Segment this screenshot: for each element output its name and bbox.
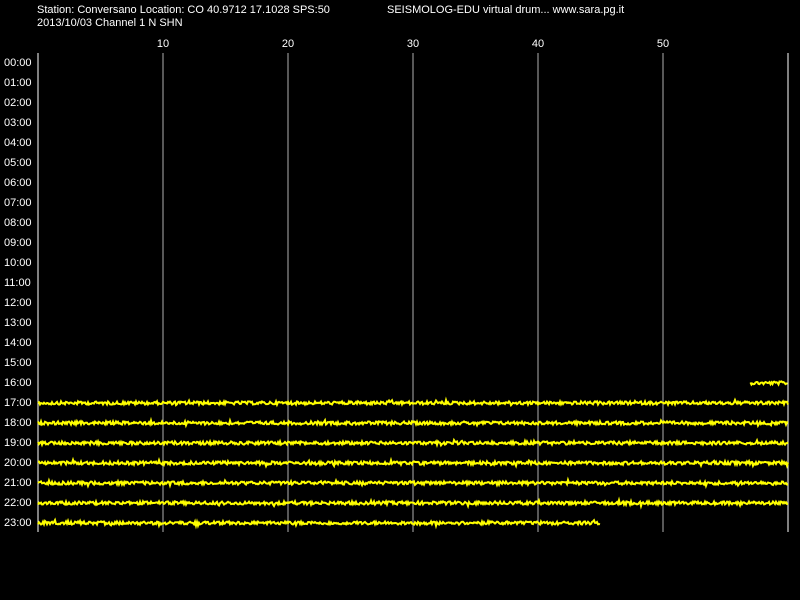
trace <box>37 416 789 429</box>
row-label: 00:00 <box>4 57 32 69</box>
row-label: 09:00 <box>4 237 32 249</box>
x-tick-label: 20 <box>282 38 294 50</box>
row-label: 21:00 <box>4 477 32 489</box>
row-label: 05:00 <box>4 157 32 169</box>
row-label: 14:00 <box>4 337 32 349</box>
trace <box>37 496 789 510</box>
row-label: 04:00 <box>4 137 32 149</box>
row-label: 15:00 <box>4 357 32 369</box>
row-label: 08:00 <box>4 217 32 229</box>
row-label: 22:00 <box>4 497 32 509</box>
chart-title: Station: Conversano Location: CO 40.9712… <box>37 4 330 16</box>
x-tick-label: 10 <box>157 38 169 50</box>
trace <box>37 456 789 470</box>
annotation: SEISMOLOG-EDU virtual drum... www.sara.p… <box>387 4 624 16</box>
trace <box>37 476 789 489</box>
row-label: 16:00 <box>4 377 32 389</box>
x-tick-label: 30 <box>407 38 419 50</box>
trace <box>37 396 789 408</box>
trace <box>37 437 789 448</box>
row-label: 02:00 <box>4 97 32 109</box>
x-tick-label: 50 <box>657 38 669 50</box>
trace <box>37 517 601 530</box>
row-label: 03:00 <box>4 117 32 129</box>
trace <box>749 380 788 387</box>
chart-subtitle: 2013/10/03 Channel 1 N SHN <box>37 17 183 29</box>
row-label: 01:00 <box>4 77 32 89</box>
row-label: 13:00 <box>4 317 32 329</box>
row-label: 12:00 <box>4 297 32 309</box>
row-label: 20:00 <box>4 457 32 469</box>
row-label: 18:00 <box>4 417 32 429</box>
row-label: 11:00 <box>4 277 31 289</box>
x-tick-label: 40 <box>532 38 544 50</box>
row-label: 19:00 <box>4 437 32 449</box>
row-label: 17:00 <box>4 397 32 409</box>
row-label: 07:00 <box>4 197 32 209</box>
row-label: 06:00 <box>4 177 32 189</box>
row-label: 23:00 <box>4 517 32 529</box>
row-label: 10:00 <box>4 257 32 269</box>
